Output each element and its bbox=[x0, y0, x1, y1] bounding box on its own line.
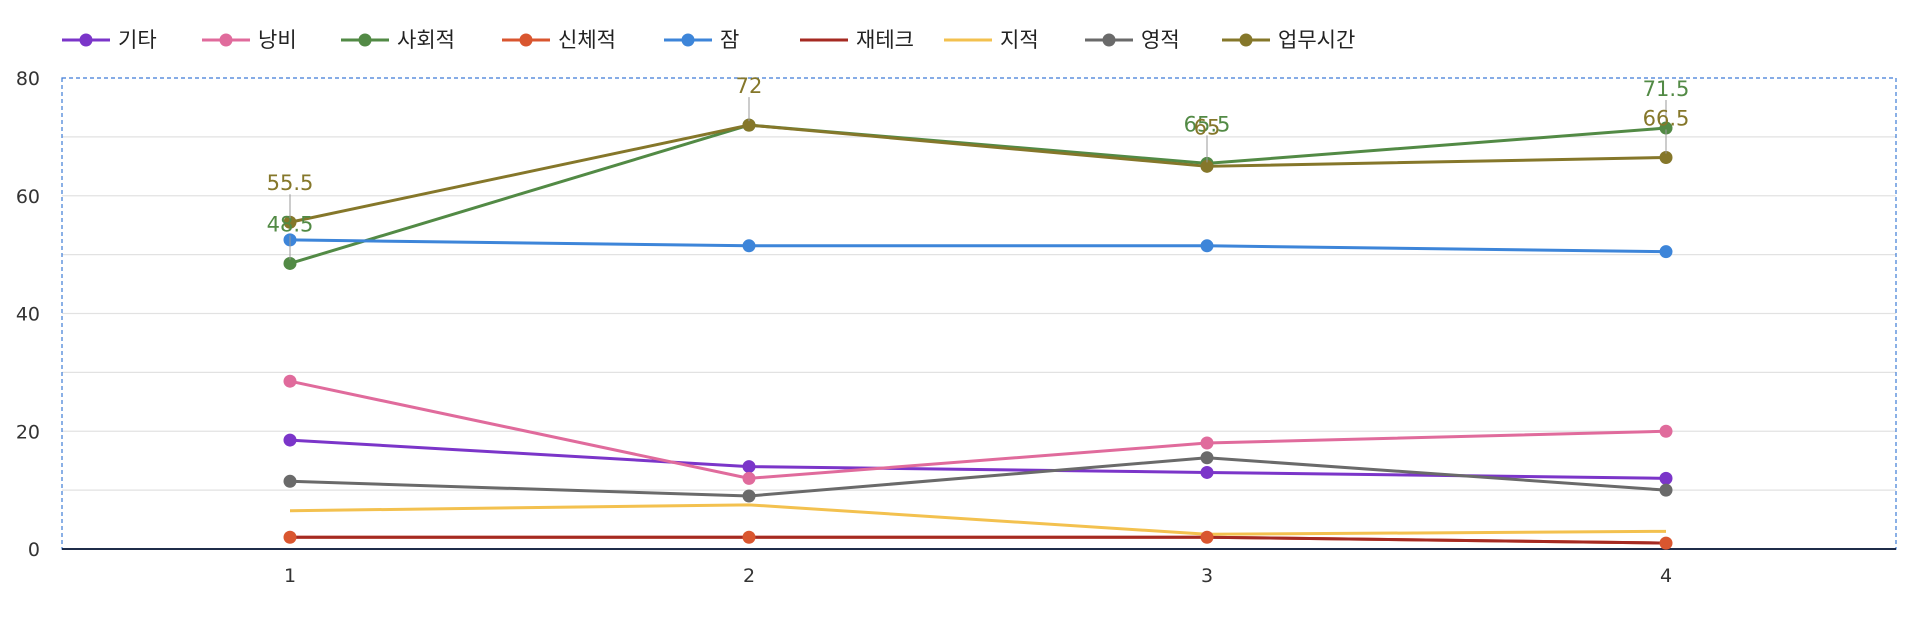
data-point bbox=[742, 489, 756, 503]
series-line bbox=[289, 503, 1667, 536]
y-tick-label: 80 bbox=[16, 68, 40, 90]
data-point bbox=[742, 530, 756, 544]
data-point bbox=[1200, 159, 1214, 173]
legend-item: 재테크 bbox=[800, 28, 914, 52]
data-point bbox=[1200, 239, 1214, 253]
grid bbox=[62, 136, 1896, 491]
data-label: 66.5 bbox=[1643, 106, 1690, 130]
data-label: 65.5 bbox=[1184, 112, 1231, 136]
series-markers bbox=[283, 118, 1673, 550]
data-point bbox=[1659, 483, 1673, 497]
data-point bbox=[742, 460, 756, 474]
legend-swatch-marker bbox=[358, 33, 372, 47]
data-point bbox=[1200, 451, 1214, 465]
legend-label: 사회적 bbox=[397, 28, 455, 52]
data-point bbox=[1200, 465, 1214, 479]
y-tick-label: 20 bbox=[16, 421, 40, 443]
legend-item: 기타 bbox=[62, 28, 157, 52]
legend-label: 기타 bbox=[118, 28, 157, 52]
data-point bbox=[1200, 530, 1214, 544]
legend-item: 잠 bbox=[664, 28, 739, 52]
data-point bbox=[1659, 536, 1673, 550]
series-lines bbox=[289, 123, 1667, 545]
legend-swatch-marker bbox=[79, 33, 93, 47]
data-point bbox=[1200, 436, 1214, 450]
data-label: 55.5 bbox=[267, 171, 314, 195]
legend-item: 사회적 bbox=[341, 28, 455, 52]
legend-label: 재테크 bbox=[856, 28, 914, 52]
x-axis-ticks: 1 2 3 4 bbox=[284, 565, 1672, 587]
x-tick-label: 4 bbox=[1660, 565, 1672, 587]
data-label: 72 bbox=[736, 74, 763, 98]
series-line bbox=[289, 456, 1667, 498]
data-point bbox=[742, 118, 756, 132]
data-point bbox=[1659, 121, 1673, 135]
legend-swatch-marker bbox=[519, 33, 533, 47]
legend-swatch-marker bbox=[681, 33, 695, 47]
legend-swatch-marker bbox=[1239, 33, 1253, 47]
data-label: 65 bbox=[1194, 115, 1221, 139]
series-line bbox=[289, 238, 1667, 254]
y-axis-ticks: 0 20 40 60 80 bbox=[16, 68, 40, 561]
data-point bbox=[1659, 245, 1673, 259]
legend-swatch-marker bbox=[219, 33, 233, 47]
legend-label: 잠 bbox=[720, 28, 739, 52]
legend-item: 업무시간 bbox=[1222, 28, 1355, 52]
legend-item: 낭비 bbox=[202, 28, 297, 52]
data-point bbox=[1659, 471, 1673, 485]
data-point bbox=[283, 256, 297, 270]
data-point bbox=[1659, 150, 1673, 164]
data-label: 71.5 bbox=[1643, 77, 1690, 101]
series-line bbox=[289, 123, 1667, 224]
series-line bbox=[289, 379, 1667, 480]
data-point bbox=[283, 474, 297, 488]
legend-item: 신체적 bbox=[502, 28, 616, 52]
legend-label: 지적 bbox=[1000, 28, 1039, 52]
legend-label: 신체적 bbox=[558, 28, 616, 52]
data-point bbox=[283, 530, 297, 544]
legend: 기타 낭비 사회적 신체적 잠 재테크 지적 영적 업무시간 bbox=[62, 28, 1355, 52]
y-tick-label: 60 bbox=[16, 186, 40, 208]
y-tick-label: 0 bbox=[28, 539, 40, 561]
data-point bbox=[283, 374, 297, 388]
legend-label: 업무시간 bbox=[1278, 28, 1355, 52]
x-tick-label: 2 bbox=[743, 565, 755, 587]
data-point bbox=[1659, 424, 1673, 438]
x-tick-label: 3 bbox=[1201, 565, 1213, 587]
legend-label: 낭비 bbox=[258, 28, 297, 52]
legend-label: 영적 bbox=[1141, 28, 1180, 52]
y-tick-label: 40 bbox=[16, 304, 40, 326]
data-point bbox=[742, 239, 756, 253]
data-point bbox=[283, 215, 297, 229]
legend-item: 영적 bbox=[1085, 28, 1180, 52]
x-tick-label: 1 bbox=[284, 565, 296, 587]
legend-swatch-marker bbox=[1102, 33, 1116, 47]
data-point bbox=[742, 471, 756, 485]
data-point bbox=[283, 433, 297, 447]
series-line bbox=[290, 535, 1667, 545]
legend-item: 지적 bbox=[944, 28, 1039, 52]
